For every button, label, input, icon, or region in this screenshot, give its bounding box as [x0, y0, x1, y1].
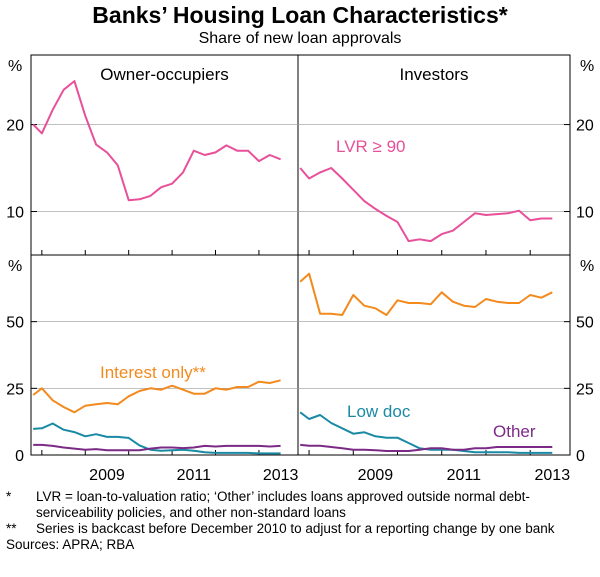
- y-tick-label-right: 10: [576, 205, 594, 222]
- y-tick-label-right: 25: [576, 381, 594, 398]
- footnote-marker: **: [6, 521, 17, 536]
- y-tick-label-left: 20: [6, 118, 24, 135]
- x-tick-label: 2009: [89, 467, 125, 484]
- footnote-text: LVR = loan-to-valuation ratio; ‘Other’ i…: [36, 489, 530, 520]
- footnotes: * LVR = loan-to-valuation ratio; ‘Other’…: [6, 489, 596, 553]
- chart-title: Banks’ Housing Loan Characteristics*: [92, 2, 508, 28]
- series-layer: [32, 80, 553, 455]
- series-line-lvr: [299, 167, 553, 243]
- x-tick-label: 2013: [263, 467, 299, 484]
- y-tick-label-right: 0: [576, 448, 585, 465]
- unit-label-left: %: [8, 58, 22, 75]
- sources: Sources: APRA; RBA: [6, 537, 135, 552]
- y-tick-label-right: 50: [576, 315, 594, 332]
- series-label-lvr: LVR ≥ 90: [336, 137, 406, 156]
- label-layer: Owner-occupiers Investors%%% % 10 10 20 20 0 0 25…: [6, 58, 594, 484]
- footnote-text: Series is backcast before December 2010 …: [36, 521, 555, 536]
- x-tick-label: 2011: [447, 467, 482, 484]
- footnote-marker: *: [6, 489, 12, 504]
- series-line-other: [33, 443, 281, 452]
- series-label-low-doc: Low doc: [347, 402, 411, 421]
- x-tick-label: 2013: [535, 467, 571, 484]
- series-label-interest-only: Interest only**: [100, 363, 206, 382]
- y-tick-label-left: 0: [15, 448, 24, 465]
- footnote-2: ** Series is backcast before December 20…: [6, 521, 596, 537]
- chart-canvas: Owner-occupiers Investors%%% % 10 10 20 20 0 0 25…: [6, 54, 594, 484]
- y-tick-label-left: 10: [6, 205, 24, 222]
- y-tick-label-left: 25: [6, 381, 24, 398]
- x-tick-label: 2009: [358, 467, 394, 484]
- panel-title-owner-occupiers: Owner-occupiers: [100, 65, 229, 84]
- unit-label-right: %: [580, 258, 594, 275]
- chart-subtitle: Share of new loan approvals: [198, 30, 402, 47]
- series-line-other: [300, 443, 553, 452]
- series-line-interest_only: [32, 379, 281, 414]
- y-tick-label-left: 50: [6, 315, 24, 332]
- series-label-other: Other: [493, 422, 536, 441]
- x-tick-label: 2011: [177, 467, 212, 484]
- unit-label-left: %: [8, 258, 22, 275]
- series-line-low_doc: [33, 422, 281, 455]
- panel-title-investors: Investors: [400, 65, 469, 84]
- series-line-interest_only: [299, 272, 553, 316]
- grid-layer: [30, 54, 571, 456]
- series-line-lvr: [32, 80, 281, 202]
- unit-label-right: %: [580, 58, 594, 75]
- footnote-1: * LVR = loan-to-valuation ratio; ‘Other’…: [6, 489, 596, 521]
- y-tick-label-right: 20: [576, 118, 594, 135]
